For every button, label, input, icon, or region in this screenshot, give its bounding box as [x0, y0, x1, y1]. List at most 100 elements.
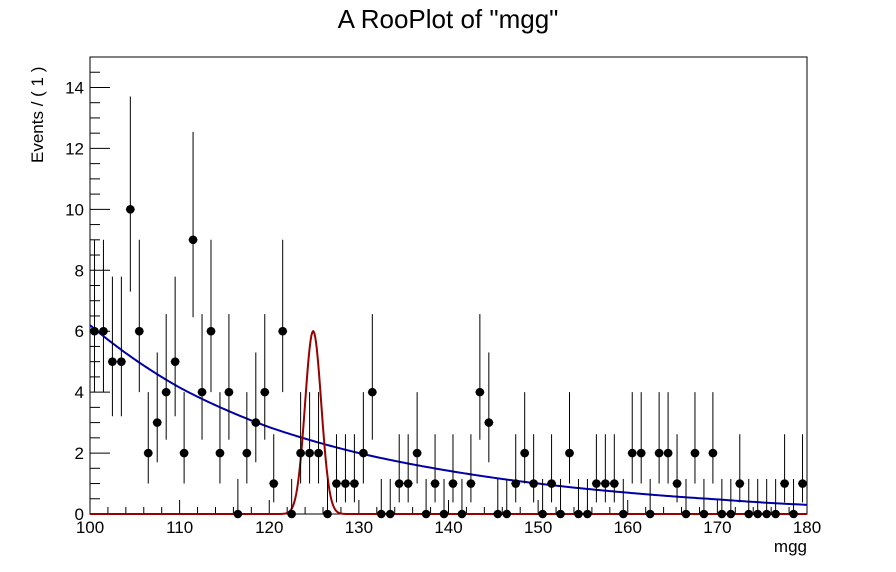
data-point: [789, 478, 799, 519]
data-marker: [493, 509, 503, 519]
data-marker: [278, 326, 287, 336]
x-tick-label: 170: [703, 518, 731, 537]
data-marker: [224, 387, 234, 397]
data-marker: [260, 387, 270, 397]
data-point: [556, 478, 566, 519]
data-marker: [484, 418, 494, 427]
data-marker: [771, 509, 780, 519]
data-point: [394, 434, 404, 503]
data-marker: [645, 509, 655, 519]
data-marker: [475, 387, 485, 397]
data-point: [224, 314, 234, 440]
data-point: [672, 434, 682, 503]
data-marker: [215, 448, 225, 458]
data-marker: [457, 509, 467, 519]
data-point: [457, 478, 467, 519]
data-point: [376, 478, 386, 519]
data-marker: [117, 357, 126, 366]
data-point: [636, 392, 646, 484]
data-point: [798, 434, 807, 503]
data-point: [260, 314, 270, 440]
data-marker: [359, 448, 368, 458]
data-marker: [350, 479, 359, 488]
data-marker: [681, 509, 691, 519]
data-marker: [610, 479, 619, 488]
data-point: [511, 434, 521, 503]
data-marker: [421, 509, 431, 519]
data-marker: [323, 509, 332, 519]
data-marker: [430, 479, 440, 488]
data-marker: [439, 509, 449, 519]
data-marker: [663, 448, 673, 458]
data-point: [251, 352, 261, 463]
data-point: [170, 276, 180, 417]
data-marker: [376, 509, 386, 519]
data-point: [547, 434, 557, 503]
data-marker: [556, 509, 565, 519]
data-point: [681, 478, 691, 519]
data-marker: [314, 448, 323, 458]
data-point: [430, 434, 440, 503]
data-marker: [502, 509, 512, 519]
data-point: [349, 434, 359, 503]
data-point: [90, 239, 99, 393]
data-point: [484, 352, 494, 463]
y-axis: 0 2 4 6 8 10 12 14: [65, 56, 110, 524]
data-point: [161, 314, 171, 440]
data-marker: [99, 326, 108, 336]
y-tick-label: 12: [65, 139, 84, 158]
signal-fit-curve: [90, 329, 807, 515]
data-point: [717, 478, 727, 519]
data-point: [367, 314, 377, 440]
data-marker: [305, 448, 314, 458]
data-marker: [547, 479, 556, 488]
data-marker: [618, 509, 628, 519]
data-marker: [448, 479, 458, 488]
data-marker: [188, 235, 198, 245]
data-point: [609, 434, 619, 503]
data-marker: [242, 448, 252, 458]
data-point: [98, 239, 108, 393]
data-point: [582, 478, 592, 519]
data-point: [188, 131, 198, 318]
data-marker: [206, 326, 216, 336]
x-tick-label: 100: [76, 518, 104, 537]
data-point: [242, 392, 252, 484]
data-point: [600, 434, 610, 503]
y-tick-label: 14: [65, 78, 84, 97]
data-point: [448, 434, 458, 503]
x-axis: 100 110 120 130 140 150 160 170 180: [76, 500, 821, 537]
x-tick-label: 160: [614, 518, 642, 537]
data-marker: [520, 448, 529, 458]
data-marker: [233, 509, 243, 519]
data-marker: [708, 448, 718, 458]
data-point: [565, 392, 574, 484]
x-tick-label: 150: [524, 518, 552, 537]
data-marker: [511, 479, 521, 488]
data-point: [771, 478, 781, 519]
data-point: [645, 478, 655, 519]
plot-frame: [89, 56, 808, 515]
data-marker: [126, 205, 135, 214]
data-point: [331, 434, 341, 503]
data-marker: [636, 448, 646, 458]
data-point: [287, 478, 297, 519]
data-point: [529, 434, 539, 503]
x-tick-label: 110: [166, 518, 193, 537]
data-marker: [368, 387, 377, 397]
y-axis-label: Events / ( 1 ): [28, 67, 47, 163]
signal-fit-line: [90, 329, 807, 515]
data-marker: [161, 387, 171, 397]
chart-title: A RooPlot of "mgg": [337, 4, 559, 34]
data-point: [197, 314, 207, 440]
data-marker: [538, 509, 547, 519]
data-marker: [726, 509, 736, 519]
data-marker: [735, 479, 745, 488]
y-tick-label: 0: [75, 505, 84, 524]
data-marker: [287, 509, 296, 519]
y-tick-label: 2: [75, 444, 84, 463]
data-marker: [90, 326, 99, 336]
y-tick-label: 10: [65, 200, 84, 219]
data-point: [699, 478, 709, 519]
data-marker: [403, 479, 413, 488]
